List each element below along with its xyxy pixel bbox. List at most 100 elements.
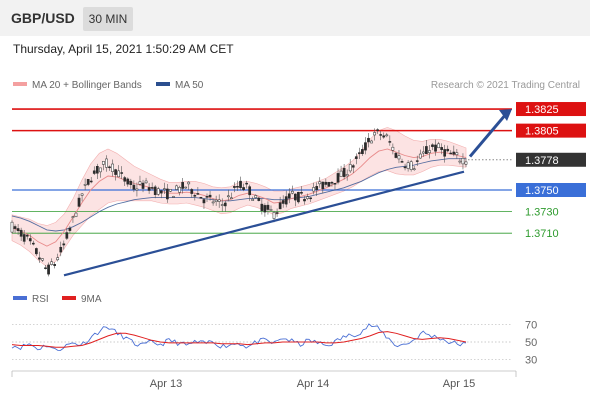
candle-body bbox=[382, 135, 386, 138]
candle-body bbox=[376, 129, 379, 131]
candle-body bbox=[153, 186, 157, 195]
candle-body bbox=[56, 257, 60, 261]
candle-body bbox=[223, 202, 227, 207]
candle-body bbox=[297, 191, 300, 203]
x-tick-label: Apr 15 bbox=[443, 378, 475, 390]
candle-body bbox=[95, 166, 99, 174]
price-label-box-1.3778 bbox=[516, 152, 586, 167]
projection-arrow bbox=[468, 113, 508, 158]
candle-body bbox=[464, 161, 468, 165]
legend-ma50-label: MA 50 bbox=[175, 80, 204, 91]
candle-body bbox=[117, 170, 120, 178]
candle-body bbox=[162, 188, 166, 190]
credit-text: Research © 2021 Trading Central bbox=[430, 80, 580, 91]
candle-body bbox=[25, 234, 29, 237]
candle-body bbox=[367, 137, 370, 143]
candle-body bbox=[309, 197, 312, 200]
rsi-line bbox=[11, 323, 467, 351]
candle-body bbox=[275, 212, 279, 214]
bollinger-band bbox=[11, 127, 467, 267]
ma20-line bbox=[11, 148, 467, 247]
candle-body bbox=[449, 152, 453, 155]
candle-body bbox=[217, 199, 221, 202]
candle-body bbox=[354, 156, 358, 159]
candle-body bbox=[351, 165, 355, 168]
price-label-1.3730: 1.3730 bbox=[525, 207, 559, 219]
candle-body bbox=[214, 199, 218, 202]
candle-body bbox=[239, 180, 242, 188]
candle-body bbox=[278, 202, 282, 210]
price-label-1.3825: 1.3825 bbox=[525, 104, 559, 116]
candle-body bbox=[126, 178, 130, 185]
candle-body bbox=[425, 146, 428, 154]
candle-body bbox=[385, 134, 389, 137]
ma50-swatch bbox=[156, 82, 170, 87]
candle-body bbox=[111, 163, 114, 172]
candle-body bbox=[421, 151, 425, 154]
candle-body bbox=[233, 186, 236, 188]
candle-body bbox=[144, 180, 148, 184]
candle-body bbox=[120, 172, 124, 174]
candle-body bbox=[35, 248, 38, 255]
candle-body bbox=[418, 153, 422, 159]
candle-body bbox=[196, 193, 200, 195]
candle-body bbox=[31, 242, 35, 245]
candle-body bbox=[455, 152, 459, 156]
candle-body bbox=[379, 134, 383, 136]
candle-body bbox=[284, 196, 288, 205]
candle-body bbox=[123, 177, 127, 182]
candle-body bbox=[415, 160, 419, 162]
candle-body bbox=[370, 140, 373, 144]
candle-body bbox=[105, 158, 108, 168]
rsi-tick-50: 50 bbox=[525, 337, 537, 349]
candle-body bbox=[251, 198, 255, 201]
candle-body bbox=[44, 267, 47, 269]
candle-body bbox=[83, 184, 87, 186]
candle-body bbox=[330, 182, 334, 184]
candle-body bbox=[412, 168, 416, 170]
candle-body bbox=[403, 166, 407, 169]
candle-body bbox=[452, 151, 456, 155]
x-tick-label: Apr 13 bbox=[150, 378, 182, 390]
candle-body bbox=[22, 234, 26, 242]
candle-body bbox=[175, 185, 178, 190]
candle-body bbox=[65, 232, 69, 239]
candle-body bbox=[89, 180, 93, 183]
candle-body bbox=[99, 167, 102, 173]
candle-body bbox=[193, 195, 197, 197]
candle-body bbox=[150, 187, 154, 189]
candle-body bbox=[409, 161, 413, 170]
candle-body bbox=[248, 186, 252, 196]
candle-body bbox=[345, 174, 349, 177]
candle-body bbox=[361, 149, 364, 154]
candle-body bbox=[13, 226, 17, 229]
candle-body bbox=[263, 205, 267, 213]
candle-body bbox=[10, 221, 14, 233]
legend-ma20: MA 20 + Bollinger Bands bbox=[13, 80, 142, 91]
legend-ma50: MA 50 bbox=[156, 80, 203, 91]
candle-body bbox=[230, 197, 233, 200]
candle-body bbox=[312, 187, 316, 192]
x-tick-label: Apr 14 bbox=[297, 378, 329, 390]
candles bbox=[10, 128, 468, 277]
candle-body bbox=[440, 147, 443, 150]
candle-body bbox=[364, 142, 367, 151]
candle-body bbox=[324, 181, 328, 185]
candle-body bbox=[315, 186, 319, 190]
candle-body bbox=[428, 150, 431, 153]
candle-body bbox=[190, 189, 194, 194]
candle-body bbox=[71, 216, 75, 218]
candle-body bbox=[172, 196, 175, 198]
candle-body bbox=[333, 183, 337, 185]
timeframe-badge[interactable]: 30 MIN bbox=[83, 7, 133, 31]
price-label-box-1.3825 bbox=[516, 102, 586, 117]
candle-body bbox=[62, 243, 66, 246]
ma9-line bbox=[11, 331, 467, 348]
ma9-swatch bbox=[62, 296, 76, 301]
candle-body bbox=[281, 200, 285, 204]
candle-body bbox=[431, 144, 434, 147]
candle-body bbox=[294, 193, 297, 201]
candle-body bbox=[300, 192, 303, 194]
candle-body bbox=[348, 164, 352, 172]
